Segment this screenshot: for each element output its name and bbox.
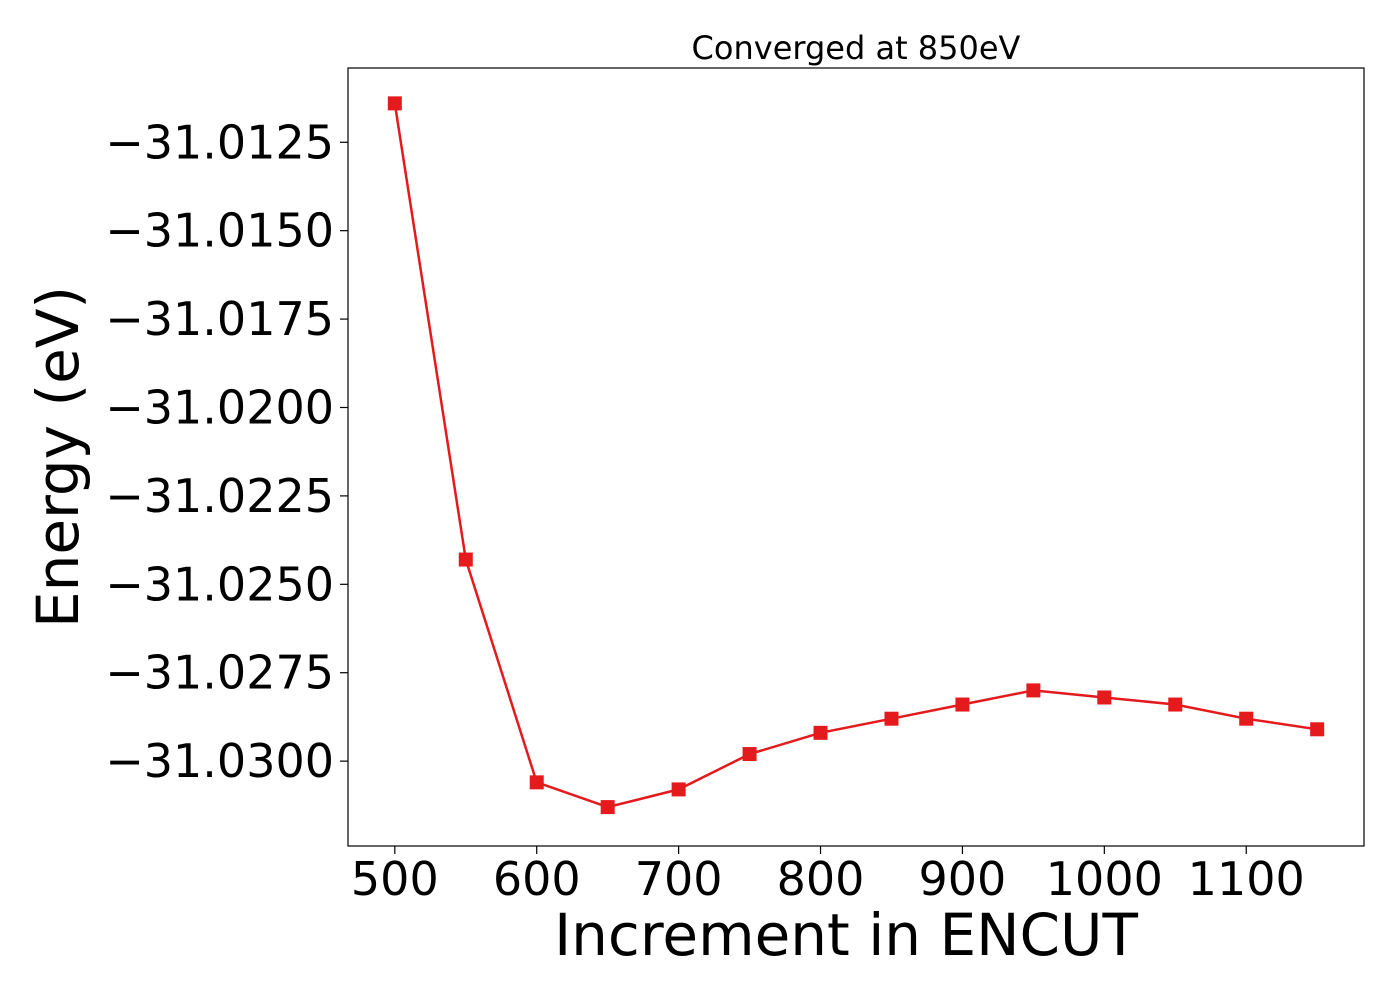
series-layer <box>387 96 1325 815</box>
x-tick-label: 1000 <box>1046 852 1163 906</box>
data-point-marker <box>813 725 828 740</box>
y-tick-label: −31.0150 <box>105 204 334 258</box>
data-point-marker <box>955 697 970 712</box>
data-point-marker <box>1239 711 1254 726</box>
data-point-marker <box>884 711 899 726</box>
y-tick-label: −31.0200 <box>105 380 334 434</box>
plot-frame <box>347 67 1365 847</box>
y-tick-label: −31.0225 <box>105 469 334 523</box>
y-tick-label: −31.0175 <box>105 292 334 346</box>
y-tick-label: −31.0125 <box>105 115 334 169</box>
data-point-marker <box>742 747 757 762</box>
data-point-marker <box>1097 690 1112 705</box>
data-point-marker <box>458 552 473 567</box>
data-point-marker <box>529 775 544 790</box>
x-tick-label: 800 <box>777 852 865 906</box>
x-tick-label: 600 <box>493 852 581 906</box>
data-point-marker <box>1168 697 1183 712</box>
data-point-marker <box>387 96 402 111</box>
data-point-marker <box>600 800 615 815</box>
x-axis-ticks: 500 600 700 800 900 1000 1100 <box>351 846 1305 906</box>
series-line <box>393 103 1318 809</box>
y-tick-label: −31.0250 <box>105 557 334 611</box>
x-tick-label: 1100 <box>1188 852 1305 906</box>
data-point-marker <box>1026 683 1041 698</box>
y-axis-label: Energy (eV) <box>24 286 92 628</box>
chart-title: Converged at 850eV <box>692 29 1021 67</box>
data-point-marker <box>671 782 686 797</box>
x-axis-label: Increment in ENCUT <box>554 901 1138 969</box>
data-point-marker <box>1310 722 1325 737</box>
x-tick-label: 500 <box>351 852 439 906</box>
y-tick-label: −31.0300 <box>105 734 334 788</box>
x-tick-label: 900 <box>919 852 1007 906</box>
y-tick-label: −31.0275 <box>105 646 334 700</box>
y-axis-ticks: −31.0125 −31.0150 −31.0175 −31.0200 −31.0225… <box>105 115 348 788</box>
x-tick-label: 700 <box>635 852 723 906</box>
